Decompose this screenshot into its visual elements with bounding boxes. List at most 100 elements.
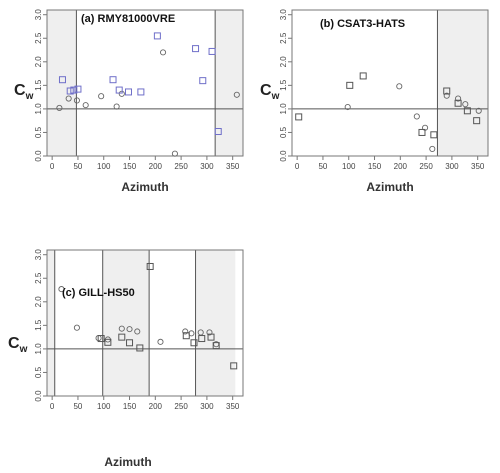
panel-title: (b) CSAT3-HATS [320, 18, 405, 30]
y-tick-label: 0.5 [34, 126, 43, 138]
x-tick-label: 200 [394, 162, 408, 171]
plot-frame [46, 249, 244, 397]
y-tick-label: 1.0 [279, 103, 288, 115]
x-tick-label: 250 [174, 162, 188, 171]
plot-frame [46, 9, 244, 157]
circle-point [65, 95, 72, 102]
y-tick-label: 0.0 [34, 390, 43, 402]
x-tick-label: 350 [226, 402, 240, 411]
circle-point [182, 328, 189, 335]
x-tick-label: 150 [123, 162, 137, 171]
circle-point [160, 49, 167, 56]
x-tick-label: 300 [200, 162, 214, 171]
circle-point [73, 324, 80, 331]
square-point [109, 76, 117, 84]
shaded-region [102, 250, 150, 396]
circle-point [113, 103, 120, 110]
y-tick-label: 2.0 [34, 56, 43, 68]
circle-point [455, 95, 462, 102]
x-tick-label: 100 [97, 402, 111, 411]
square-point [473, 117, 481, 125]
x-tick-label: 250 [174, 402, 188, 411]
x-tick-label: 250 [419, 162, 433, 171]
x-tick-label: 0 [295, 162, 300, 171]
square-point [198, 335, 206, 343]
circle-point [443, 92, 450, 99]
circle-point [126, 326, 133, 333]
y-tick-label: 2.0 [279, 56, 288, 68]
square-point [97, 335, 105, 343]
shaded-region [47, 250, 55, 396]
x-tick-label: 350 [226, 162, 240, 171]
square-point [74, 85, 82, 93]
circle-point [82, 102, 89, 109]
square-point [118, 333, 126, 341]
y-axis-label: Cw [14, 82, 34, 102]
y-tick-label: 2.5 [34, 272, 43, 284]
square-point [207, 333, 215, 341]
y-tick-label: 1.5 [279, 79, 288, 91]
circle-point [58, 286, 65, 293]
y-tick-label: 2.0 [34, 296, 43, 308]
circle-point [396, 83, 403, 90]
y-axis-label-subscript: w [19, 344, 28, 355]
y-tick-label: 1.5 [34, 79, 43, 91]
x-tick-label: 300 [445, 162, 459, 171]
x-tick-label: 50 [73, 162, 82, 171]
shaded-region [437, 10, 488, 156]
x-tick-label: 50 [318, 162, 327, 171]
square-point [443, 87, 451, 95]
square-point [230, 362, 238, 370]
x-tick-label: 100 [97, 162, 111, 171]
x-tick-label: 0 [50, 162, 55, 171]
circle-point [429, 145, 436, 152]
circle-point [73, 97, 80, 104]
y-tick-label: 2.5 [34, 32, 43, 44]
y-axis-label: Cw [260, 82, 280, 102]
shaded-region [195, 250, 236, 396]
circle-point [462, 101, 469, 108]
square-point [66, 87, 74, 95]
y-tick-label: 0.5 [279, 126, 288, 138]
square-point [126, 339, 134, 347]
y-axis-label: Cw [8, 335, 28, 355]
circle-point [344, 103, 351, 111]
square-point [153, 32, 161, 40]
square-point [104, 338, 112, 346]
square-point [199, 77, 207, 85]
x-axis-label: Azimuth [366, 180, 413, 194]
square-point [454, 99, 462, 107]
square-point [136, 344, 144, 352]
y-tick-label: 0.0 [34, 150, 43, 162]
plot-frame [291, 9, 489, 157]
square-point [463, 107, 471, 115]
square-point [295, 113, 303, 121]
square-point [190, 339, 198, 347]
panel-c: 0 50 100 150 200 250 300 350 0.0 0.5 1.0 1.5 2.0 2.5 3… [8, 249, 244, 469]
y-tick-label: 1.0 [34, 343, 43, 355]
y-axis-label-subscript: w [271, 91, 280, 102]
square-point [182, 332, 190, 340]
y-tick-label: 1.0 [34, 103, 43, 115]
x-tick-label: 100 [342, 162, 356, 171]
y-tick-label: 3.0 [279, 9, 288, 21]
x-tick-label: 300 [200, 402, 214, 411]
square-point [58, 76, 66, 84]
circle-point [118, 325, 125, 332]
y-tick-label: 2.5 [279, 32, 288, 44]
circle-point [206, 329, 213, 336]
y-tick-label: 1.5 [34, 319, 43, 331]
square-point [115, 86, 123, 94]
circle-point [56, 104, 63, 112]
x-tick-label: 200 [149, 402, 163, 411]
x-tick-label: 150 [368, 162, 382, 171]
circle-point [134, 328, 141, 335]
square-point [146, 262, 154, 270]
square-point [192, 45, 200, 53]
y-axis-label-subscript: w [25, 91, 34, 102]
shaded-region [215, 10, 243, 156]
square-point [70, 86, 78, 94]
x-tick-label: 0 [50, 402, 55, 411]
square-point [359, 72, 367, 80]
